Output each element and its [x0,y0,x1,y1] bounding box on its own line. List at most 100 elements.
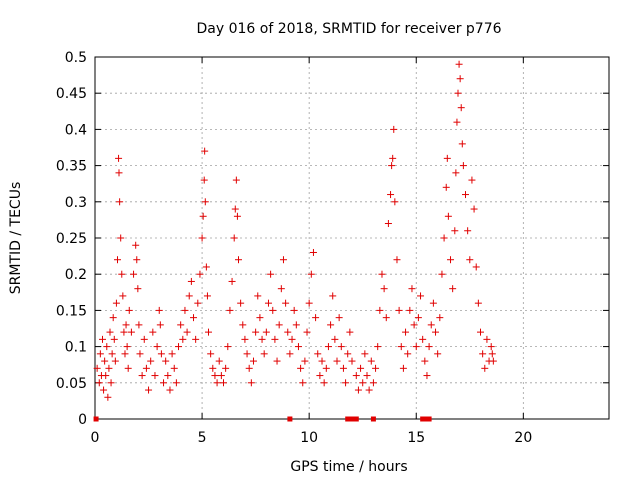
x-tick-label: 0 [91,430,100,446]
data-point [380,285,388,293]
data-point [376,306,384,314]
data-point [309,248,317,256]
data-point [213,379,221,387]
data-point [101,357,109,365]
y-axis-label: SRMTID / TECUs [8,182,24,295]
data-point [459,162,467,170]
data-point [395,306,403,314]
data-point [286,350,294,358]
data-point [211,372,219,380]
data-point [451,227,459,235]
data-point [305,299,313,307]
data-point [314,350,322,358]
data-point [390,125,398,133]
data-point [170,364,178,372]
data-point [434,350,442,358]
data-point [121,350,129,358]
data-point [258,335,266,343]
data-point [153,343,161,351]
data-point [123,343,131,351]
data-point [224,343,232,351]
data-point [234,256,242,264]
data-point [432,328,440,336]
data-point [462,191,470,199]
data-point [277,285,285,293]
data-point [479,350,487,358]
data-point [438,270,446,278]
data-point [466,256,474,264]
data-point [359,379,367,387]
data-point [217,372,225,380]
data-point [125,306,133,314]
data-point [454,89,462,97]
data-point [487,343,495,351]
data-point [103,343,111,351]
data-point [192,335,200,343]
data-point [116,198,124,206]
data-point [222,364,230,372]
data-point [112,299,120,307]
data-point [113,256,121,264]
data-point [226,306,234,314]
data-point [124,364,132,372]
data-point [247,379,255,387]
data-point [267,270,275,278]
data-point [477,328,484,336]
data-point [365,386,373,394]
data-point [387,191,395,199]
data-point [115,169,123,177]
data-point [290,306,298,314]
data-point [93,364,101,372]
data-point [316,372,324,380]
data-point [472,263,480,271]
data-point [483,335,491,343]
data-point [96,350,104,358]
data-point [179,335,187,343]
data-point [474,299,482,307]
data-point [331,335,339,343]
x-tick-label: 15 [407,430,425,446]
data-point [372,364,380,372]
data-point [436,314,444,322]
data-point [115,154,123,162]
data-point [132,241,140,249]
data-point [138,372,146,380]
data-point [134,285,142,293]
data-point [412,343,420,351]
data-point [177,321,185,329]
data-point [201,147,209,155]
data-point [256,314,264,322]
data-point [187,277,195,285]
data-point [185,292,193,300]
data-point [142,364,150,372]
data-point [118,270,126,278]
data-point [140,335,148,343]
data-point [425,343,433,351]
data-point [352,372,360,380]
data-point [106,328,114,336]
data-point [378,270,386,278]
data-point [322,364,330,372]
data-point [102,372,110,380]
data-point [190,314,198,322]
data-point [107,379,115,387]
data-point [282,299,290,307]
data-point [284,328,292,336]
data-point [207,350,215,358]
data-point [449,285,457,293]
data-point [245,364,253,372]
data-point [333,357,341,365]
data-point [357,364,365,372]
x-axis-label: GPS time / hours [290,459,407,475]
data-point [119,292,127,300]
data-point [440,234,448,242]
data-point [408,285,416,293]
data-point [157,350,165,358]
data-point [447,256,455,264]
data-point [367,357,375,365]
data-point [384,220,392,228]
data-point [297,364,305,372]
y-tick-label: 0.35 [56,159,87,175]
data-point [209,364,217,372]
y-tick-label: 0 [78,412,87,428]
